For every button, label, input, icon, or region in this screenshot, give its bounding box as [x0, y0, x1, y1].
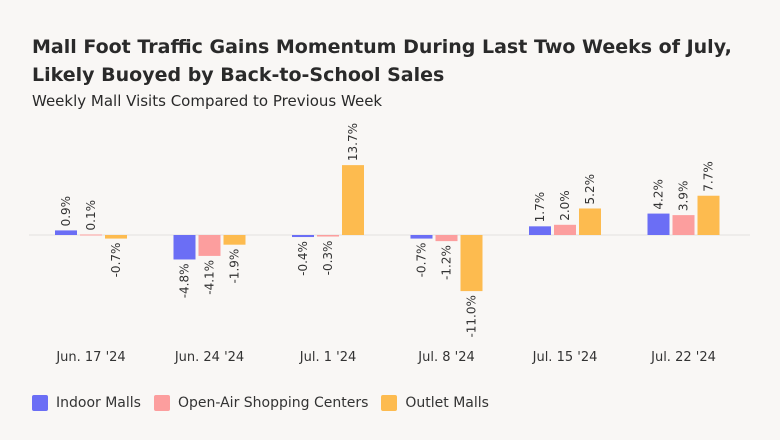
- bar-open-air-shopping-centers-2[interactable]: [317, 235, 339, 237]
- bar-indoor-malls-3[interactable]: [410, 235, 433, 239]
- data-label-open-air-shopping-centers-1: -4.1%: [203, 260, 217, 295]
- bar-open-air-shopping-centers-1[interactable]: [198, 235, 221, 256]
- legend-label-open-air-shopping-centers: Open-Air Shopping Centers: [177, 395, 369, 411]
- data-label-open-air-shopping-centers-2: -0.3%: [321, 241, 335, 276]
- data-label-indoor-malls-5: 4.2%: [652, 179, 666, 210]
- data-label-indoor-malls-3: -0.7%: [415, 243, 429, 278]
- bar-indoor-malls-4[interactable]: [529, 226, 551, 235]
- legend-item-indoor-malls[interactable]: Indoor Malls: [32, 395, 141, 411]
- x-tick-label-4: Jul. 15 '24: [532, 350, 598, 365]
- bar-outlet-malls-0[interactable]: [105, 235, 127, 239]
- legend-swatch-open-air-shopping-centers: [153, 395, 170, 411]
- bar-open-air-shopping-centers-3[interactable]: [435, 235, 458, 242]
- bar-outlet-malls-2[interactable]: [342, 165, 364, 235]
- bar-indoor-malls-0[interactable]: [55, 230, 77, 235]
- x-tick-label-1: Jun. 24 '24: [174, 350, 244, 365]
- data-label-outlet-malls-2: 13.7%: [346, 123, 360, 161]
- bar-indoor-malls-1[interactable]: [173, 235, 196, 260]
- bar-open-air-shopping-centers-5[interactable]: [672, 215, 695, 235]
- data-label-outlet-malls-4: 5.2%: [583, 174, 597, 205]
- x-tick-label-0: Jun. 17 '24: [55, 350, 125, 365]
- bar-outlet-malls-1[interactable]: [223, 235, 246, 245]
- data-label-outlet-malls-5: 7.7%: [702, 161, 716, 192]
- data-label-outlet-malls-3: -11.0%: [465, 295, 479, 337]
- legend: Indoor Malls Open-Air Shopping Centers O…: [32, 395, 502, 411]
- data-label-indoor-malls-4: 1.7%: [533, 192, 547, 223]
- data-label-indoor-malls-0: 0.9%: [59, 196, 73, 227]
- bar-outlet-malls-5[interactable]: [697, 195, 720, 235]
- bar-outlet-malls-3[interactable]: [460, 235, 483, 292]
- data-label-open-air-shopping-centers-4: 2.0%: [558, 190, 572, 221]
- legend-swatch-outlet-malls: [381, 395, 398, 411]
- legend-label-outlet-malls: Outlet Malls: [405, 395, 489, 411]
- bar-indoor-malls-5[interactable]: [647, 213, 670, 235]
- data-label-indoor-malls-1: -4.8%: [178, 263, 192, 298]
- legend-item-outlet-malls[interactable]: Outlet Malls: [381, 395, 489, 411]
- data-label-outlet-malls-1: -1.9%: [228, 249, 242, 284]
- x-tick-label-5: Jul. 22 '24: [650, 350, 716, 365]
- legend-swatch-indoor-malls: [32, 395, 48, 411]
- x-tick-label-3: Jul. 8 '24: [417, 350, 474, 365]
- bar-outlet-malls-4[interactable]: [579, 208, 601, 235]
- chart-title: Mall Foot Traffic Gains Momentum During …: [32, 36, 732, 86]
- chart-subtitle: Weekly Mall Visits Compared to Previous …: [32, 92, 383, 110]
- data-label-outlet-malls-0: -0.7%: [109, 243, 123, 278]
- x-tick-label-2: Jul. 1 '24: [299, 350, 356, 365]
- data-label-open-air-shopping-centers-0: 0.1%: [84, 200, 98, 231]
- bar-open-air-shopping-centers-4[interactable]: [554, 224, 576, 235]
- bar-open-air-shopping-centers-0[interactable]: [80, 234, 102, 236]
- data-label-open-air-shopping-centers-3: -1.2%: [440, 245, 454, 280]
- data-label-indoor-malls-2: -0.4%: [296, 241, 310, 276]
- data-label-open-air-shopping-centers-5: 3.9%: [677, 181, 691, 212]
- bar-indoor-malls-2[interactable]: [292, 235, 314, 238]
- legend-label-indoor-malls: Indoor Malls: [56, 395, 141, 411]
- legend-item-open-air-shopping-centers[interactable]: Open-Air Shopping Centers: [153, 395, 369, 411]
